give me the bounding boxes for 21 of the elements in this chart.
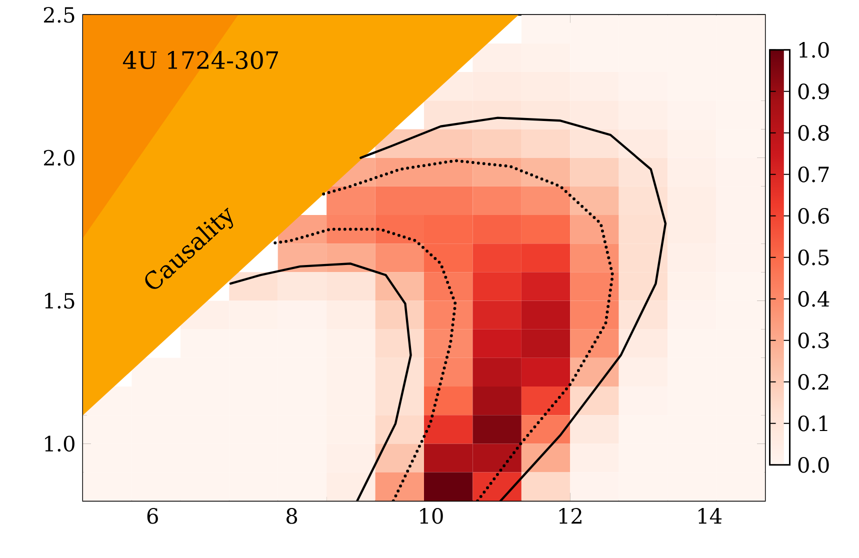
annotation: 4U 1724-307 [122,51,278,70]
color-bar-label: 0.6 [798,208,829,224]
x-tick-label: 10 [420,508,443,524]
color-bar-label: 1.0 [799,42,829,58]
y-tick-label: 1.5 [45,292,74,309]
color-bar-label: 0.8 [798,125,829,141]
color-bar-label: 0.2 [798,374,828,390]
x-tick-label: 6 [147,508,158,524]
color-bar-label: 0.9 [798,84,829,100]
x-tick-label: 14 [698,508,722,524]
x-tick-label: 12 [559,508,582,524]
y-tick-label: 2.5 [44,7,74,23]
y-tick-label: 1.0 [45,436,74,452]
color-bar-label: 0.4 [798,291,830,307]
color-bar-label: 0.7 [798,166,829,182]
color-bar-label: 0.1 [798,416,828,432]
color-bar-label: 0.0 [798,457,829,473]
y-tick-label: 2.0 [44,150,74,166]
x-tick-label: 8 [286,508,298,524]
color-bar-label: 0.5 [798,250,829,266]
color-bar-label: 0.3 [798,332,829,348]
